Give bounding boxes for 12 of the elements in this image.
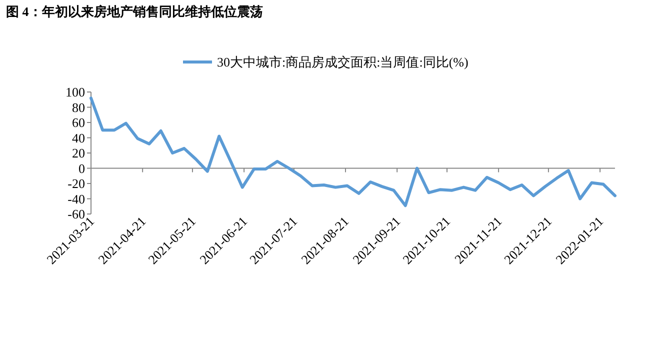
y-tick-label: -40	[68, 191, 85, 206]
y-tick-label: 60	[72, 115, 85, 130]
y-tick-label: -60	[68, 206, 85, 222]
y-tick-label: -20	[68, 176, 85, 191]
legend-label: 30大中城市:商品房成交面积:当周值:同比(%)	[217, 54, 468, 70]
y-tick-label: 0	[78, 160, 85, 176]
y-tick-label: 80	[72, 100, 85, 115]
line-series	[90, 96, 616, 208]
y-tick-label: 100	[66, 84, 85, 100]
y-tick-label: 40	[72, 130, 85, 146]
chart-title: 图 4：年初以来房地产销售同比维持低位震荡	[6, 4, 263, 19]
y-tick-label: 20	[72, 146, 85, 160]
